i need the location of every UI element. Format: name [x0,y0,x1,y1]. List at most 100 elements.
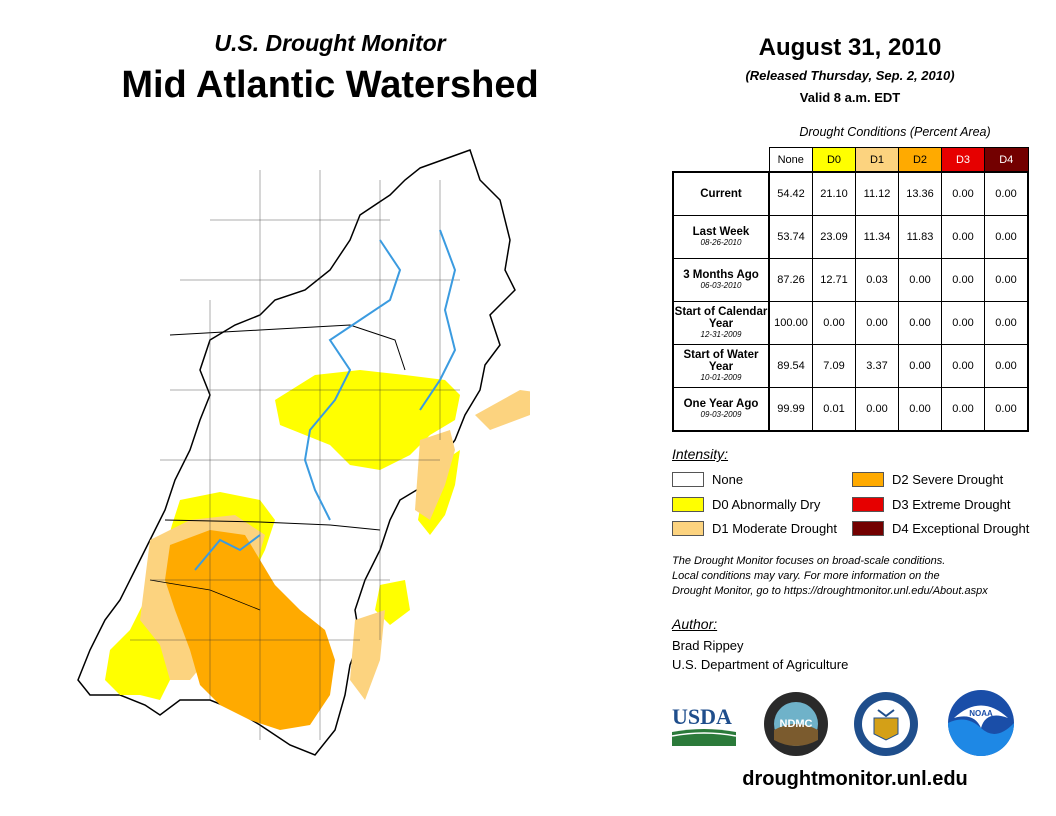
cell-none: 53.74 [768,215,813,259]
cell-d4: 0.00 [984,344,1029,388]
drought-conditions-table: None D0 D1 D2 D3 D4 Current 54.42 21.10 11.… [672,147,1029,432]
table-title: Drought Conditions (Percent Area) [799,125,991,139]
legend-label: None [712,472,744,487]
susquehanna-river [303,239,402,521]
d1-area-longisland [475,390,530,430]
cell-none: 54.42 [768,171,813,216]
legend-label: D2 Severe Drought [892,472,1004,487]
cell-none: 99.99 [768,387,813,432]
column-header-d3: D3 [941,147,985,173]
row-label: Last Week 08-26-2010 [672,215,770,259]
note-line-2: Local conditions may vary. For more info… [672,570,940,582]
table-row: Last Week 08-26-2010 53.74 23.09 11.34 11.83 0… [672,215,1029,259]
legend-item: D4 Exceptional Drought [852,521,1029,536]
row-label-text: Current [700,188,742,200]
cell-d4: 0.00 [984,301,1029,345]
legend-swatch [852,497,884,512]
cell-d1: 0.03 [855,258,899,302]
cell-d3: 0.00 [941,258,985,302]
cell-d0: 12.71 [812,258,856,302]
legend-item: D0 Abnormally Dry [672,497,820,512]
cell-d3: 0.00 [941,215,985,259]
cell-d0: 21.10 [812,171,856,216]
row-date: 09-03-2009 [700,410,742,419]
legend-title: Intensity: [672,446,729,462]
legend-item: D3 Extreme Drought [852,497,1011,512]
row-date: 12-31-2009 [700,330,742,339]
row-label-text: Last Week [692,226,750,238]
row-date: 06-03-2010 [700,281,742,290]
cell-d1: 0.00 [855,387,899,432]
cell-none: 100.00 [768,301,813,345]
author-label: Author: [672,616,718,632]
column-header-d0: D0 [812,147,856,173]
table-header-row: None D0 D1 D2 D3 D4 [673,147,1029,173]
cell-d2: 0.00 [898,344,942,388]
cell-d3: 0.00 [941,171,985,216]
website-url[interactable]: droughtmonitor.unl.edu [742,768,968,790]
cell-d2: 0.00 [898,301,942,345]
ndmc-logo: NDMC [764,692,828,756]
table-row: 3 Months Ago 06-03-2010 87.26 12.71 0.03 0.00… [672,258,1029,302]
legend-swatch [852,472,884,487]
author-name: Brad Rippey [672,638,744,653]
delaware-river [419,229,457,411]
row-label: Current [672,171,770,216]
cell-d1: 3.37 [855,344,899,388]
valid-time: Valid 8 a.m. EDT [799,90,901,105]
table-row: Start of Calendar Year 12-31-2009 100.00 0.… [672,301,1029,345]
legend-label: D1 Moderate Drought [712,521,838,536]
table-row: One Year Ago 09-03-2009 99.99 0.01 0.00 0.00 0… [672,387,1029,432]
cell-d3: 0.00 [941,301,985,345]
legend-swatch [852,521,884,536]
row-label: 3 Months Ago 06-03-2010 [672,258,770,302]
map-title: Mid Atlantic Watershed [121,64,539,106]
cell-d2: 0.00 [898,387,942,432]
cell-d1: 11.12 [855,171,899,216]
cell-d1: 0.00 [855,301,899,345]
row-label: One Year Ago 09-03-2009 [672,387,770,432]
ndmc-logo-text: NDMC [780,718,813,730]
cell-d2: 0.00 [898,258,942,302]
row-date: 08-26-2010 [700,238,742,247]
cell-d4: 0.00 [984,171,1029,216]
usda-logo: USDA [671,704,737,746]
column-header-d2: D2 [898,147,942,173]
cell-d3: 0.00 [941,344,985,388]
potomac-river [194,534,261,571]
cell-none: 89.54 [768,344,813,388]
legend-item: None [672,472,743,487]
row-label: Start of Water Year 10-01-2009 [672,344,770,388]
table-row: Start of Water Year 10-01-2009 89.54 7.09 3.… [672,344,1029,388]
column-header-d4: D4 [984,147,1029,173]
row-label-text: 3 Months Ago [683,269,759,281]
legend-label: D0 Abnormally Dry [712,497,821,512]
cell-none: 87.26 [768,258,813,302]
column-header-none: None [768,147,813,173]
doc-seal-logo [854,692,918,756]
legend-item: D2 Severe Drought [852,472,1003,487]
row-label: Start of Calendar Year 12-31-2009 [672,301,770,345]
legend-label: D4 Exceptional Drought [892,521,1030,536]
state-boundary-pa-md [164,519,381,531]
d1-area-delmarva [350,610,385,700]
legend-swatch [672,521,704,536]
legend-swatch [672,472,704,487]
row-label-text: One Year Ago [683,398,759,410]
map-subtitle: U.S. Drought Monitor [214,30,446,56]
note-line-1: The Drought Monitor focuses on broad-sca… [672,555,946,567]
cell-d3: 0.00 [941,387,985,432]
note-line-3: Drought Monitor, go to https://droughtmo… [672,585,988,597]
legend-label: D3 Extreme Drought [892,497,1011,512]
legend-swatch [672,497,704,512]
d0-area-north [275,370,460,470]
cell-d0: 0.01 [812,387,856,432]
legend-item: D1 Moderate Drought [672,521,837,536]
county-lines [130,170,460,740]
cell-d2: 11.83 [898,215,942,259]
d1-area-coast [415,430,455,520]
header-blank [673,148,769,173]
cell-d1: 11.34 [855,215,899,259]
cell-d0: 0.00 [812,301,856,345]
cell-d4: 0.00 [984,387,1029,432]
